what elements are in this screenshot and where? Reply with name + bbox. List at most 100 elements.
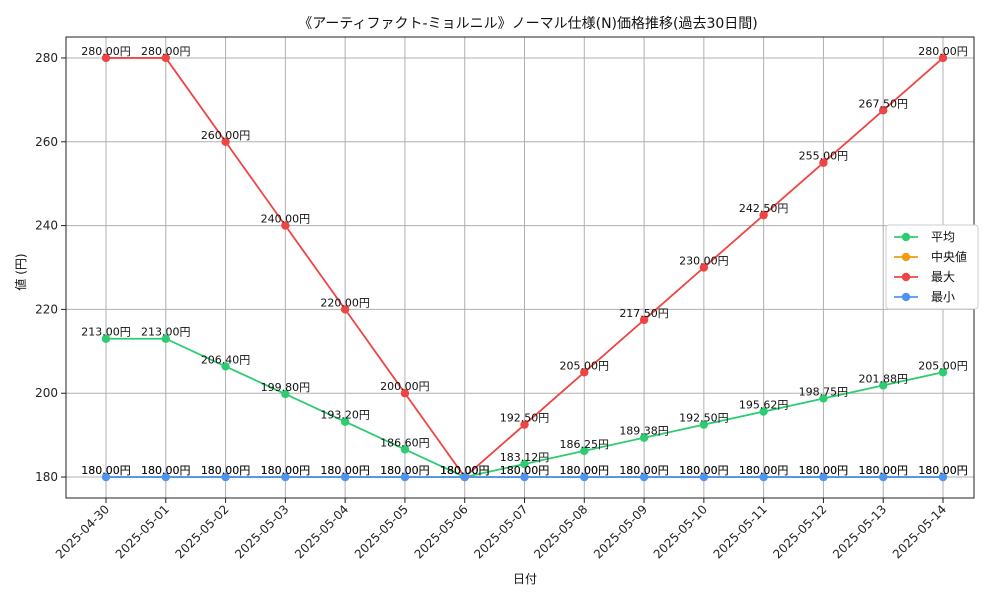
legend-marker — [901, 232, 911, 242]
data-label: 200.00円 — [380, 380, 430, 393]
data-label: 180.00円 — [320, 464, 370, 477]
data-label: 193.20円 — [320, 409, 370, 422]
data-point — [161, 472, 170, 482]
legend-box — [885, 224, 979, 310]
x-tick-label: 2025-04-30 — [53, 502, 112, 561]
data-point — [161, 53, 170, 63]
legend-label: 中央値 — [931, 249, 967, 264]
data-point — [819, 472, 828, 482]
data-label: 180.00円 — [679, 464, 729, 477]
data-label: 180.00円 — [799, 464, 849, 477]
data-label: 180.00円 — [440, 464, 490, 477]
x-tick-label: 2025-05-04 — [292, 502, 351, 561]
data-point — [819, 158, 828, 167]
data-point — [520, 459, 529, 469]
data-point — [460, 472, 469, 482]
legend-marker — [901, 292, 911, 302]
data-point — [580, 446, 589, 456]
data-point — [221, 472, 230, 482]
data-label: 180.00円 — [440, 464, 490, 477]
data-point — [340, 305, 350, 314]
data-point — [759, 472, 768, 482]
data-label: 180.00円 — [201, 464, 251, 477]
x-tick-label: 2025-05-02 — [172, 502, 231, 561]
legend-marker — [901, 252, 911, 262]
data-label: 255.00円 — [799, 150, 849, 163]
data-label: 201.88円 — [858, 372, 908, 385]
data-point — [281, 472, 290, 482]
data-label: 205.00円 — [918, 359, 968, 372]
data-point — [580, 472, 589, 482]
data-labels: 213.00円 213.00円 206.40円 199.80円 193.20円 186.6… — [81, 45, 968, 477]
x-tick-label: 2025-05-14 — [890, 502, 949, 561]
x-tick-label: 2025-05-01 — [113, 502, 172, 561]
data-label: 206.40円 — [201, 353, 251, 366]
x-tick-label: 2025-05-10 — [651, 502, 710, 561]
data-point — [759, 407, 768, 416]
series-1 — [101, 334, 948, 482]
series-layer — [101, 53, 948, 482]
data-label: 180.00円 — [858, 464, 908, 477]
data-label: 180.00円 — [261, 464, 311, 477]
data-label: 180.00円 — [201, 464, 251, 477]
y-tick-label: 180 — [35, 470, 58, 484]
data-label: 180.00円 — [500, 464, 550, 477]
data-label: 180.00円 — [320, 464, 370, 477]
data-label: 205.00円 — [560, 359, 610, 372]
data-label: 180.00円 — [560, 464, 610, 477]
data-label: 180.00円 — [560, 464, 610, 477]
y-tick-label: 280 — [35, 51, 58, 65]
data-label: 189.38円 — [619, 425, 669, 438]
data-point — [879, 106, 888, 115]
data-point — [340, 472, 350, 482]
data-label: 213.00円 — [81, 326, 131, 339]
data-label: 180.00円 — [500, 464, 550, 477]
chart-title: 《アーティファクト-ミョルニル》ノーマル仕様(N)価格推移(過去30日間) — [298, 16, 758, 32]
data-point — [699, 472, 709, 482]
legend-label: 平均 — [931, 230, 955, 244]
data-point — [759, 210, 768, 220]
data-label: 186.60円 — [380, 436, 430, 449]
data-label: 183.12円 — [500, 451, 550, 464]
data-point — [938, 53, 948, 63]
data-label: 192.50円 — [679, 412, 729, 425]
data-label: 220.00円 — [320, 296, 370, 309]
data-point — [281, 221, 290, 230]
y-axis: 180 200 220 240 260 280 — [35, 51, 66, 484]
data-label: 180.00円 — [261, 464, 311, 477]
x-axis: 2025-04-30 2025-05-01 2025-05-02 2025-05-03… — [53, 498, 949, 561]
data-label: 180.00円 — [141, 464, 191, 477]
data-label: 213.00円 — [141, 326, 191, 339]
data-point — [101, 53, 111, 63]
data-label: 198.75円 — [799, 385, 849, 398]
data-label: 180.00円 — [81, 464, 131, 477]
data-label: 180.00円 — [380, 464, 430, 477]
data-point — [400, 389, 410, 398]
data-label: 195.62円 — [739, 399, 789, 412]
data-point — [340, 417, 350, 426]
data-point — [938, 472, 948, 482]
y-tick-label: 220 — [35, 302, 58, 316]
data-point — [101, 334, 111, 343]
x-tick-label: 2025-05-09 — [591, 502, 650, 561]
legend-marker — [901, 272, 911, 282]
data-point — [520, 420, 529, 429]
data-label: 180.00円 — [380, 464, 430, 477]
x-tick-label: 2025-05-11 — [711, 502, 770, 561]
data-label: 180.00円 — [679, 464, 729, 477]
data-label: 180.00円 — [440, 464, 490, 477]
x-tick-label: 2025-05-13 — [830, 502, 889, 561]
series-4 — [101, 472, 948, 482]
x-tick-label: 2025-05-03 — [232, 502, 291, 561]
data-label: 260.00円 — [201, 129, 251, 142]
data-point — [281, 389, 290, 399]
data-point — [699, 420, 709, 429]
data-label: 180.00円 — [739, 464, 789, 477]
data-point — [819, 394, 828, 403]
data-label: 280.00円 — [141, 45, 191, 58]
data-label: 180.00円 — [81, 464, 131, 477]
data-label: 199.80円 — [261, 381, 311, 394]
